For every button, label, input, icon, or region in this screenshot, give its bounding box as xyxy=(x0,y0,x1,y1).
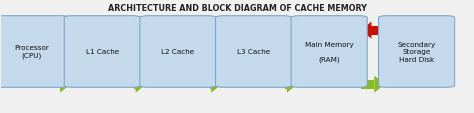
Text: L3 Cache: L3 Cache xyxy=(237,49,270,55)
FancyBboxPatch shape xyxy=(64,16,140,88)
Text: Processor
(CPU): Processor (CPU) xyxy=(14,45,49,59)
Polygon shape xyxy=(60,76,71,93)
FancyBboxPatch shape xyxy=(0,16,70,88)
Polygon shape xyxy=(210,80,211,89)
Text: L2 Cache: L2 Cache xyxy=(161,49,194,55)
Polygon shape xyxy=(134,80,136,89)
Polygon shape xyxy=(211,76,222,93)
Polygon shape xyxy=(361,80,374,89)
Polygon shape xyxy=(71,26,74,35)
Polygon shape xyxy=(296,26,297,35)
Polygon shape xyxy=(210,22,220,39)
Polygon shape xyxy=(220,26,222,35)
Polygon shape xyxy=(287,76,297,93)
Polygon shape xyxy=(374,76,385,93)
Polygon shape xyxy=(60,80,64,89)
Text: ARCHITECTURE AND BLOCK DIAGRAM OF CACHE MEMORY: ARCHITECTURE AND BLOCK DIAGRAM OF CACHE … xyxy=(108,4,366,13)
Polygon shape xyxy=(285,22,296,39)
Polygon shape xyxy=(64,22,74,39)
Polygon shape xyxy=(372,26,385,35)
FancyBboxPatch shape xyxy=(291,16,367,88)
FancyBboxPatch shape xyxy=(379,16,455,88)
Text: L1 Cache: L1 Cache xyxy=(86,49,119,55)
FancyBboxPatch shape xyxy=(140,16,216,88)
Polygon shape xyxy=(361,22,372,39)
Polygon shape xyxy=(285,80,287,89)
Polygon shape xyxy=(145,26,146,35)
Polygon shape xyxy=(136,76,146,93)
Text: Main Memory

(RAM): Main Memory (RAM) xyxy=(305,41,354,63)
FancyBboxPatch shape xyxy=(216,16,292,88)
Polygon shape xyxy=(134,22,145,39)
Text: Secondary
Storage
Hard Disk: Secondary Storage Hard Disk xyxy=(398,42,436,62)
